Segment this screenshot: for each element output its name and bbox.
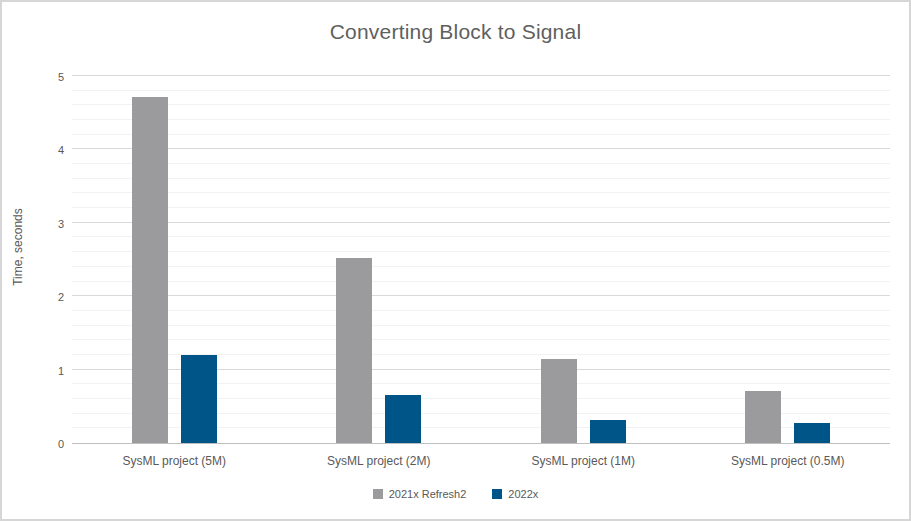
y-tick-label: 2: [34, 291, 64, 304]
chart-legend: 2021x Refresh2 2022x: [2, 488, 909, 500]
bar: [541, 359, 577, 443]
chart-title: Converting Block to Signal: [2, 20, 909, 44]
x-category-label: SysML project (2M): [277, 454, 482, 468]
bar: [385, 395, 421, 443]
legend-label: 2022x: [508, 488, 538, 500]
bar-group: [541, 77, 626, 443]
major-gridline: [72, 75, 890, 76]
x-category-label: SysML project (0.5M): [686, 454, 891, 468]
bar: [181, 355, 217, 443]
y-tick-label: 4: [34, 144, 64, 157]
bar: [794, 423, 830, 443]
legend-item: 2021x Refresh2: [373, 488, 467, 500]
bar: [132, 97, 168, 443]
y-tick-label: 1: [34, 365, 64, 378]
legend-swatch-icon: [492, 489, 502, 499]
y-axis-title: Time, seconds: [11, 187, 25, 307]
bar-group: [336, 77, 421, 443]
x-category-label: SysML project (5M): [72, 454, 277, 468]
bar: [590, 420, 626, 443]
x-axis-category-labels: SysML project (5M)SysML project (2M)SysM…: [72, 454, 890, 468]
plot-area: [72, 77, 890, 444]
bar-groups: [72, 77, 890, 443]
legend-label: 2021x Refresh2: [389, 488, 467, 500]
legend-item: 2022x: [492, 488, 538, 500]
y-tick-label: 5: [34, 71, 64, 84]
bar: [336, 258, 372, 443]
legend-swatch-icon: [373, 489, 383, 499]
y-tick-label: 0: [34, 438, 64, 451]
x-category-label: SysML project (1M): [481, 454, 686, 468]
bar-group: [132, 77, 217, 443]
y-tick-label: 3: [34, 218, 64, 231]
bar: [745, 391, 781, 443]
bar-group: [745, 77, 830, 443]
chart-frame: Converting Block to Signal Time, seconds…: [0, 0, 911, 521]
